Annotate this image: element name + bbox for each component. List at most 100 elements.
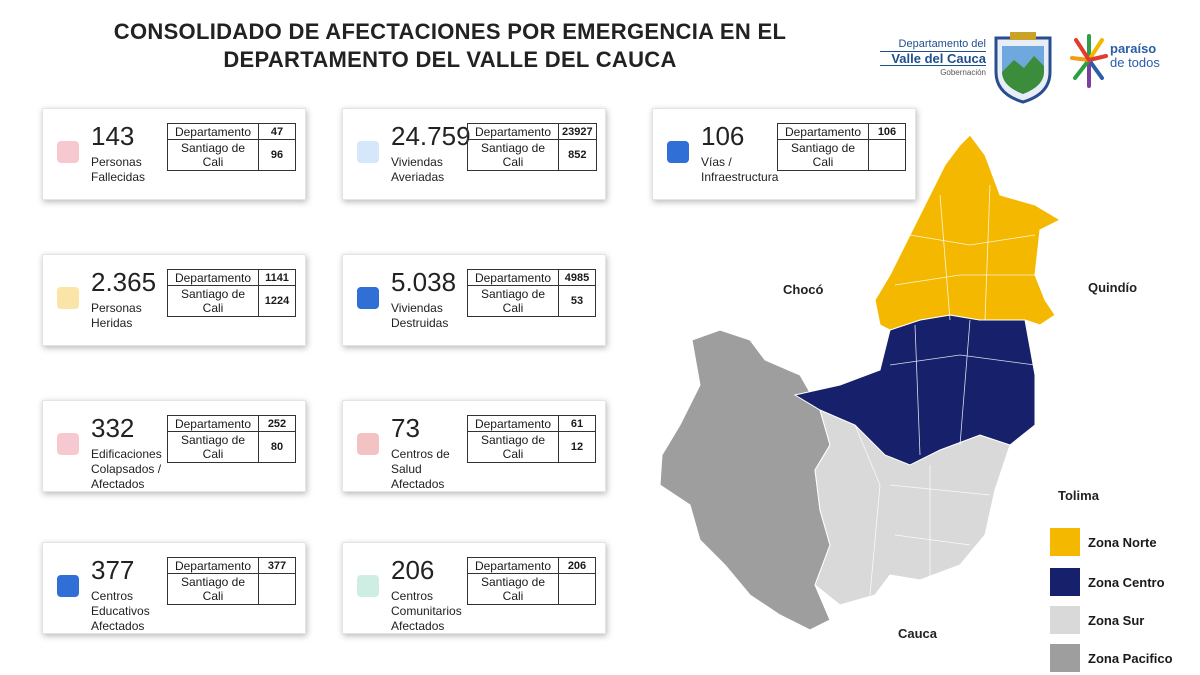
zone-pacifico xyxy=(659,329,831,631)
dept-value-cell: 23927 xyxy=(558,123,597,140)
card-label: Viviendas Averiadas xyxy=(391,155,444,185)
card-fallecidas: 143 Personas Fallecidas Departamento 47 Santi… xyxy=(42,108,306,200)
dept-value-cell: 61 xyxy=(558,415,596,432)
card-value: 377 xyxy=(91,555,135,585)
zone-centro xyxy=(793,314,1036,466)
person-icon xyxy=(57,287,79,309)
card-value: 2.365 xyxy=(91,267,157,297)
cali-label-cell: Santiago de Cali xyxy=(167,285,259,317)
breakdown-table: Departamento 1141 Santiago de Cali 1224 xyxy=(167,269,296,317)
card-label: Viviendas Destruidas xyxy=(391,301,448,331)
dept-value-cell: 4985 xyxy=(558,269,596,286)
card-label-line: Heridas xyxy=(91,316,133,330)
slogan: paraíso de todos xyxy=(1110,42,1160,70)
dept-label-cell: Departamento xyxy=(467,415,559,432)
building-icon xyxy=(667,141,689,163)
breakdown-table: Departamento 23927 Santiago de Cali 852 xyxy=(467,123,597,171)
card-label-line: Centros xyxy=(91,589,134,603)
person-icon xyxy=(57,141,79,163)
cali-value-cell: 852 xyxy=(558,139,597,171)
legend-label: Zona Norte xyxy=(1088,535,1157,550)
card-label-line: Viviendas xyxy=(391,155,443,169)
card-viviendas-averiadas: 24.759 Viviendas Averiadas Departamento 2392… xyxy=(342,108,606,200)
card-label: Personas Fallecidas xyxy=(91,155,145,185)
breakdown-table: Departamento 47 Santiago de Cali 96 xyxy=(167,123,296,171)
card-label-line: Salud xyxy=(391,462,422,476)
cali-value-cell: 80 xyxy=(258,431,296,463)
card-comunitarios: 206 Centros Comunitarios Afectados Departame… xyxy=(342,542,606,634)
card-label: Personas Heridas xyxy=(91,301,142,331)
label-quindio: Quindío xyxy=(1088,280,1138,295)
department-logo-text: Departamento del Valle del Cauca Goberna… xyxy=(880,38,986,79)
dept-label-cell: Departamento xyxy=(167,269,259,286)
cali-value-cell xyxy=(868,139,906,171)
cali-value-cell xyxy=(258,573,296,605)
card-label-line: Fallecidas xyxy=(91,170,146,184)
label-cauca: Cauca xyxy=(898,626,938,641)
cali-value-cell: 1224 xyxy=(258,285,296,317)
dept-label-cell: Departamento xyxy=(467,557,559,574)
house-broken-icon xyxy=(357,287,379,309)
card-label-line: Viviendas xyxy=(391,301,443,315)
dept-value-cell: 377 xyxy=(258,557,296,574)
logo-line-1: Departamento del xyxy=(898,38,986,50)
card-label-line: Colapsados / xyxy=(91,462,162,476)
card-salud: 73 Centros de Salud Afectados Departamento 61… xyxy=(342,400,606,492)
person-icon xyxy=(57,433,79,455)
zone-norte xyxy=(874,134,1060,331)
dept-value-cell: 252 xyxy=(258,415,296,432)
card-value: 24.759 xyxy=(391,121,471,151)
card-vias: 106 Vías / Infraestructura Departamento 106 S… xyxy=(652,108,916,200)
breakdown-table: Departamento 252 Santiago de Cali 80 xyxy=(167,415,296,463)
card-label-line: Afectados xyxy=(391,477,445,491)
card-value: 143 xyxy=(91,121,135,151)
card-heridas: 2.365 Personas Heridas Departamento 1141 Sant… xyxy=(42,254,306,346)
card-label: Centros Educativos Afectados xyxy=(91,589,150,634)
card-viviendas-destruidas: 5.038 Viviendas Destruidas Departamento 4985… xyxy=(342,254,606,346)
cali-label-cell: Santiago de Cali xyxy=(467,431,559,463)
coat-of-arms-icon xyxy=(994,32,1052,104)
card-label: Centros de Salud Afectados xyxy=(391,447,450,492)
card-label-line: Infraestructura xyxy=(701,170,779,184)
card-value: 5.038 xyxy=(391,267,457,297)
legend-swatch xyxy=(1050,644,1080,672)
legend-swatch xyxy=(1050,528,1080,556)
dept-label-cell: Departamento xyxy=(467,269,559,286)
dept-label-cell: Departamento xyxy=(167,123,259,140)
slogan-line-1: paraíso xyxy=(1110,41,1157,56)
card-value: 106 xyxy=(701,121,745,151)
breakdown-table: Departamento 377 Santiago de Cali xyxy=(167,557,296,605)
dept-value-cell: 47 xyxy=(258,123,296,140)
card-label: Centros Comunitarios Afectados xyxy=(391,589,462,634)
paraiso-de-todos-logo: paraíso de todos xyxy=(1070,30,1170,96)
card-educativos: 377 Centros Educativos Afectados Departament… xyxy=(42,542,306,634)
logo-line-2: Valle del Cauca xyxy=(880,51,986,66)
dept-label-cell: Departamento xyxy=(467,123,559,140)
cali-value-cell xyxy=(558,573,596,605)
cali-value-cell: 53 xyxy=(558,285,596,317)
logo-line-3: Gobernación xyxy=(940,68,986,77)
card-label-line: Afectados xyxy=(91,477,145,491)
cali-value-cell: 96 xyxy=(258,139,296,171)
card-label-line: Averiadas xyxy=(391,170,445,184)
page-title: CONSOLIDADO DE AFECTACIONES POR EMERGENC… xyxy=(40,18,860,74)
card-label-line: Centros xyxy=(391,589,434,603)
dept-label-cell: Departamento xyxy=(167,557,259,574)
legend-label: Zona Pacifico xyxy=(1088,651,1173,666)
card-label-line: Destruidas xyxy=(391,316,449,330)
card-label-line: Centros de xyxy=(391,447,450,461)
card-value: 73 xyxy=(391,413,420,443)
card-label: Vías / Infraestructura xyxy=(701,155,778,185)
card-label-line: Comunitarios xyxy=(391,604,462,618)
house-icon xyxy=(357,141,379,163)
breakdown-table: Departamento 106 Santiago de Cali xyxy=(777,123,906,171)
legend-label: Zona Centro xyxy=(1088,575,1165,590)
cali-label-cell: Santiago de Cali xyxy=(167,573,259,605)
cali-label-cell: Santiago de Cali xyxy=(467,573,559,605)
dept-value-cell: 206 xyxy=(558,557,596,574)
title-line-1: CONSOLIDADO DE AFECTACIONES POR EMERGENC… xyxy=(113,19,787,44)
cali-label-cell: Santiago de Cali xyxy=(777,139,869,171)
card-label-line: Afectados xyxy=(391,619,445,633)
card-label-line: Educativos xyxy=(91,604,150,618)
cali-label-cell: Santiago de Cali xyxy=(467,285,559,317)
